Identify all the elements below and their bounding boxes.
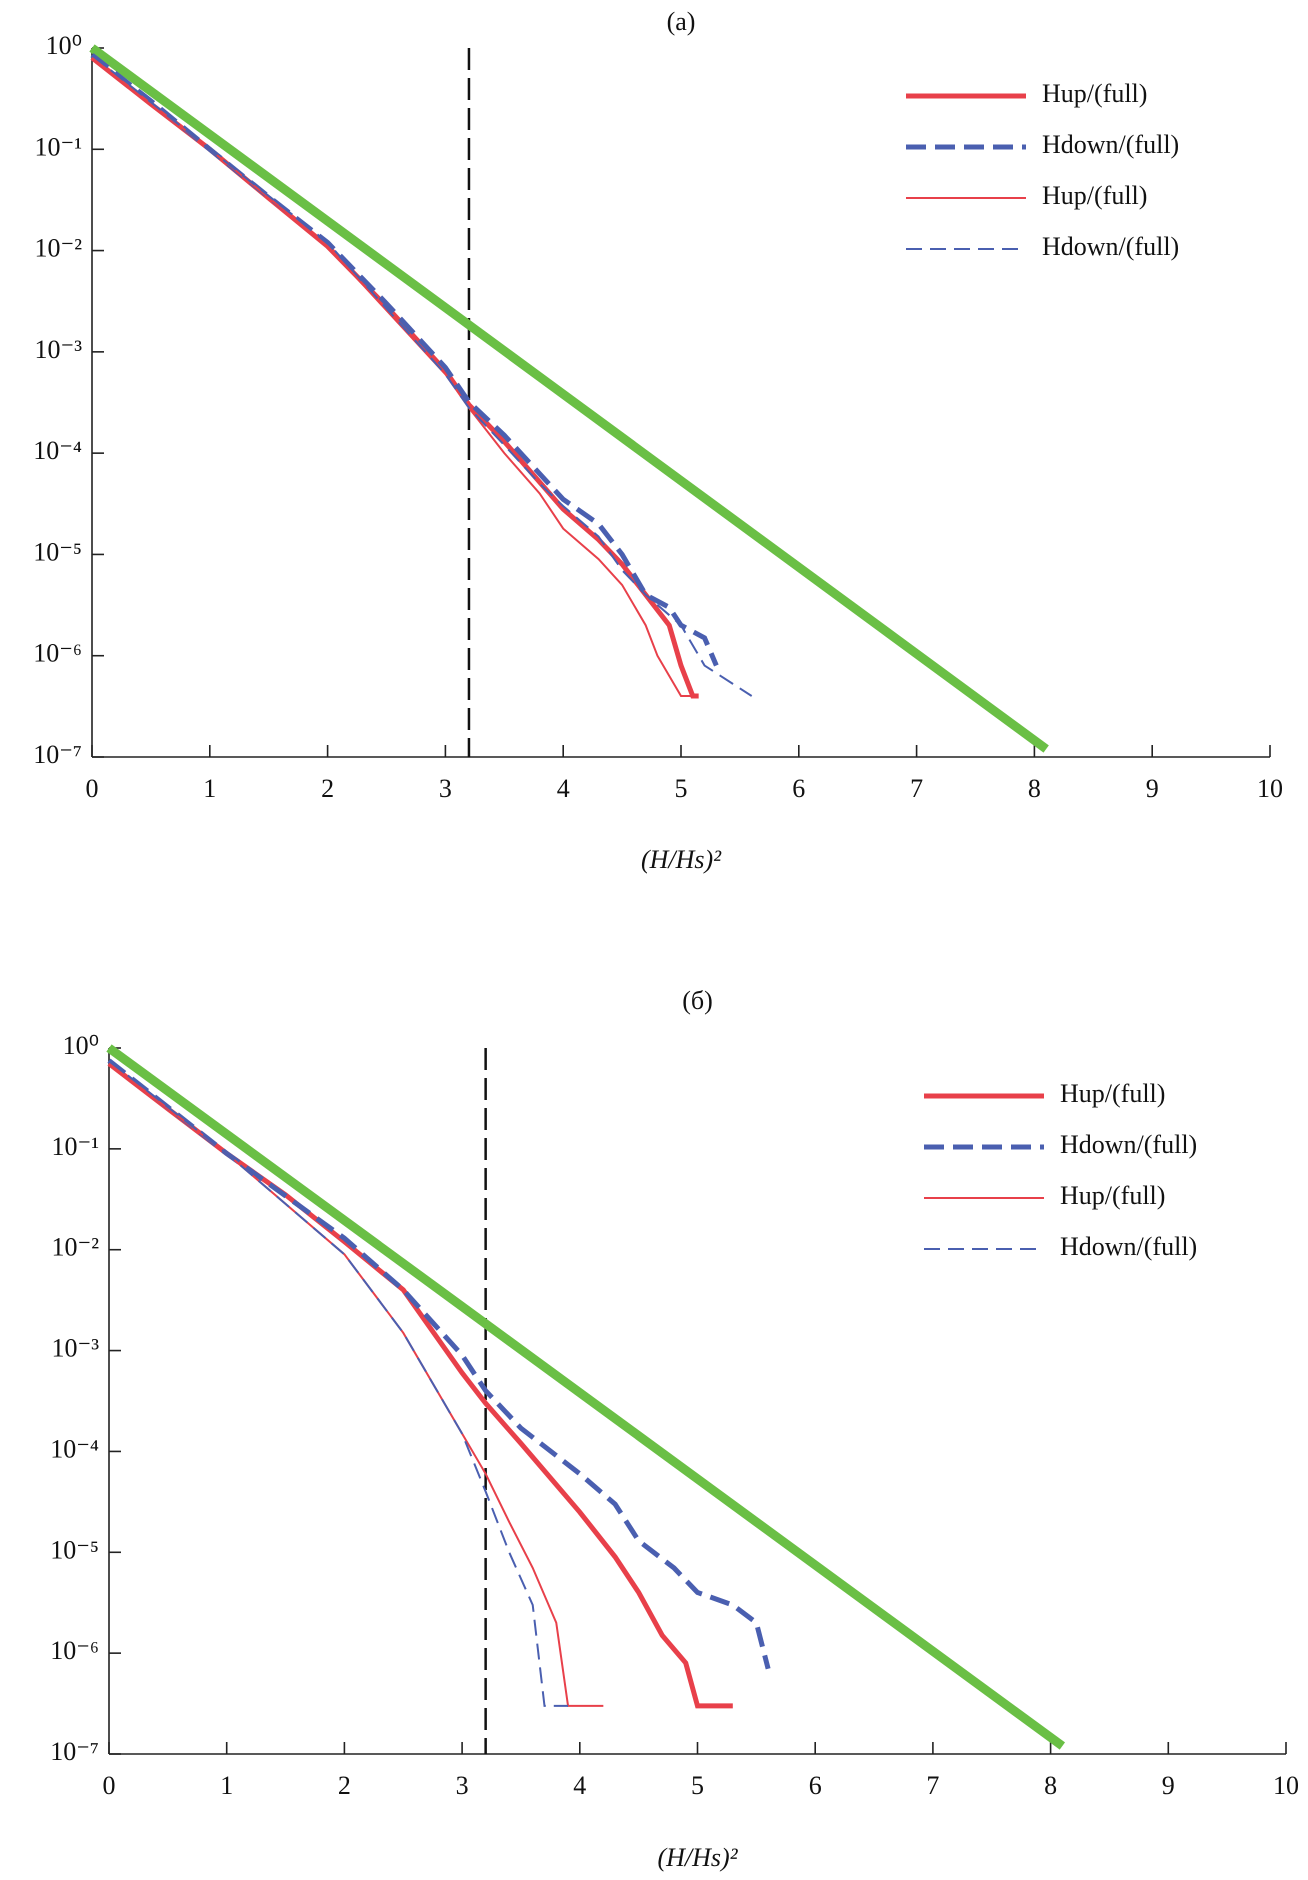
y-tick-label: 10⁰: [63, 1031, 99, 1060]
legend-label: Hup/(full): [1042, 79, 1147, 108]
x-axis-label: (H/Hs)²: [641, 845, 722, 874]
x-tick-label: 0: [103, 1771, 116, 1800]
y-tick-label: 10⁻⁶: [50, 1636, 99, 1665]
x-tick-label: 1: [220, 1771, 233, 1800]
x-tick-label: 9: [1146, 774, 1159, 803]
data-line: [90, 55, 699, 699]
x-tick-label: 6: [809, 1771, 822, 1800]
legend-label: Hdown/(full): [1060, 1232, 1197, 1261]
x-tick-label: 9: [1162, 1771, 1175, 1800]
y-tick-label: 10⁻⁵: [50, 1535, 99, 1564]
data-line: [108, 1062, 604, 1707]
chart-title: (a): [667, 7, 696, 36]
y-tick-label: 10⁻⁵: [33, 537, 82, 566]
x-tick-label: 3: [456, 1771, 469, 1800]
data-line: [107, 1061, 733, 1709]
y-tick-label: 10⁰: [46, 31, 82, 60]
x-tick-label: 2: [321, 774, 334, 803]
x-tick-label: 4: [557, 774, 570, 803]
y-tick-label: 10⁻⁷: [50, 1737, 99, 1766]
x-tick-label: 2: [338, 1771, 351, 1800]
y-tick-label: 10⁻¹: [34, 132, 82, 161]
data-line: [89, 44, 1049, 753]
x-tick-label: 0: [86, 774, 99, 803]
legend-label: Hup/(full): [1060, 1181, 1165, 1210]
legend-label: Hdown/(full): [1042, 130, 1179, 159]
y-tick-label: 10⁻⁴: [33, 436, 82, 465]
y-tick-label: 10⁻²: [51, 1233, 99, 1262]
y-tick-label: 10⁻²: [34, 234, 82, 263]
x-tick-label: 8: [1028, 774, 1041, 803]
data-line: [107, 1058, 771, 1670]
x-tick-label: 6: [792, 774, 805, 803]
x-tick-label: 8: [1044, 1771, 1057, 1800]
x-tick-label: 7: [910, 774, 923, 803]
x-tick-label: 3: [439, 774, 452, 803]
data-line: [91, 54, 753, 697]
legend-label: Hup/(full): [1042, 181, 1147, 210]
x-tick-label: 10: [1273, 1771, 1299, 1800]
x-tick-label: 5: [675, 774, 688, 803]
legend-label: Hdown/(full): [1042, 232, 1179, 261]
x-tick-label: 1: [203, 774, 216, 803]
y-tick-label: 10⁻⁴: [50, 1434, 99, 1463]
y-tick-label: 10⁻⁶: [33, 639, 82, 668]
y-tick-label: 10⁻⁷: [33, 740, 82, 769]
x-tick-label: 7: [926, 1771, 939, 1800]
data-line: [90, 53, 719, 667]
x-axis-label: (H/Hs)²: [657, 1843, 738, 1872]
y-tick-label: 10⁻³: [34, 335, 82, 364]
data-line: [108, 1059, 569, 1707]
chart-title: (б): [682, 986, 713, 1015]
y-tick-label: 10⁻³: [51, 1334, 99, 1363]
data-line: [91, 57, 693, 698]
data-line: [106, 1044, 1066, 1750]
x-tick-label: 10: [1257, 774, 1283, 803]
y-tick-label: 10⁻¹: [51, 1132, 99, 1161]
x-tick-label: 5: [691, 1771, 704, 1800]
legend-label: Hup/(full): [1060, 1079, 1165, 1108]
legend-label: Hdown/(full): [1060, 1130, 1197, 1159]
x-tick-label: 4: [573, 1771, 586, 1800]
